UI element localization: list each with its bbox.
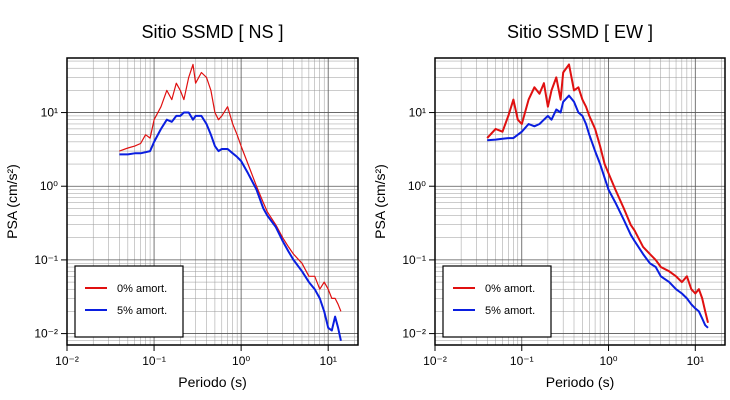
- x-tick-label: 10¹: [320, 354, 337, 368]
- legend-box: [74, 265, 184, 338]
- x-tick-label: 10⁻¹: [510, 354, 534, 368]
- series-line: [119, 111, 342, 341]
- plot-frame: [434, 57, 726, 346]
- legend-box: [442, 265, 552, 338]
- chart-title: Sitio SSMD [ NS ]: [141, 22, 283, 42]
- y-tick-label: 10⁰: [408, 179, 426, 193]
- x-tick-label: 10⁻¹: [142, 354, 166, 368]
- y-tick-label: 10⁻²: [402, 327, 426, 341]
- x-tick-label: 10¹: [687, 354, 704, 368]
- legend-label: 0% amort.: [117, 283, 167, 295]
- legend-label: 5% amort.: [117, 305, 167, 317]
- legend-label: 5% amort.: [485, 305, 535, 317]
- x-tick-label: 10⁻²: [55, 354, 79, 368]
- y-tick-label: 10⁻¹: [34, 253, 58, 267]
- y-axis-label: PSA (cm/s²): [372, 164, 388, 239]
- x-axis-label: Periodo (s): [178, 374, 246, 390]
- y-tick-label: 10⁰: [40, 179, 58, 193]
- series-line: [487, 94, 709, 329]
- y-tick-label: 10¹: [41, 106, 58, 120]
- x-axis-label: Periodo (s): [546, 374, 614, 390]
- plot-frame: [66, 57, 359, 346]
- x-tick-label: 10⁰: [599, 354, 617, 368]
- y-tick-label: 10⁻¹: [402, 253, 426, 267]
- chart-title: Sitio SSMD [ EW ]: [507, 22, 653, 42]
- y-tick-label: 10¹: [409, 106, 426, 120]
- legend-label: 0% amort.: [485, 283, 535, 295]
- series-line: [119, 63, 342, 312]
- y-tick-label: 10⁻²: [34, 327, 58, 341]
- x-tick-label: 10⁰: [232, 354, 250, 368]
- series-line: [486, 63, 709, 324]
- x-tick-label: 10⁻²: [423, 354, 447, 368]
- y-axis-label: PSA (cm/s²): [4, 164, 20, 239]
